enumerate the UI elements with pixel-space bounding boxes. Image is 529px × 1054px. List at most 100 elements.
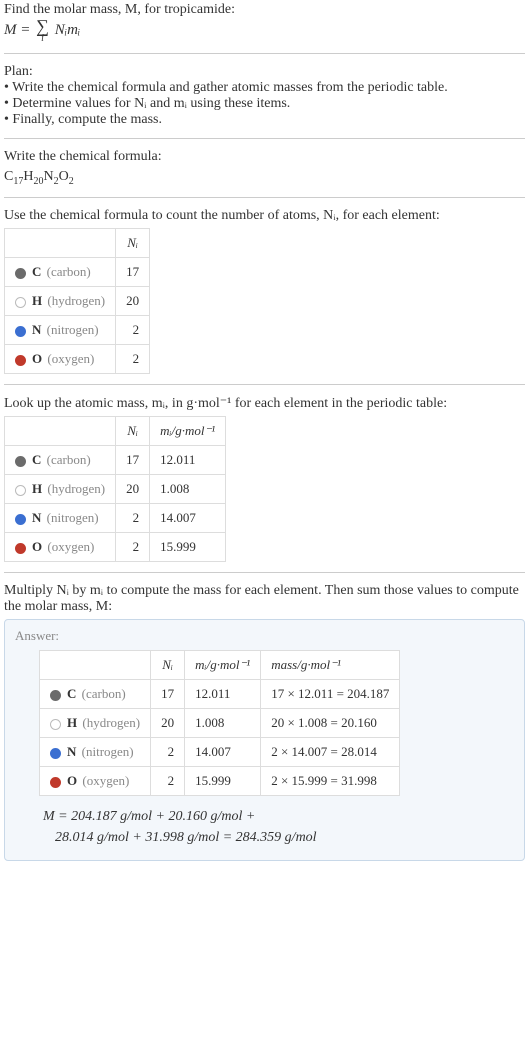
answer-label: Answer: — [15, 628, 514, 644]
cell-mass: 17 × 12.011 = 204.187 — [261, 679, 400, 708]
cell-N: 20 — [116, 474, 150, 503]
element-symbol: H — [32, 481, 45, 496]
divider — [4, 197, 525, 198]
element-symbol: C — [67, 686, 80, 701]
cell-m: 14.007 — [185, 737, 261, 766]
cell-m: 1.008 — [150, 474, 226, 503]
cell-N: 2 — [151, 766, 185, 795]
table-row: C (carbon)1712.011 — [5, 445, 226, 474]
element-dot-icon — [15, 456, 26, 467]
element-name: (carbon) — [47, 452, 91, 467]
cell-m: 1.008 — [185, 708, 261, 737]
col-m: mᵢ/g·mol⁻¹ — [150, 416, 226, 445]
element-name: (hydrogen) — [47, 481, 105, 496]
mass-table: Nᵢ mᵢ/g·mol⁻¹ C (carbon)1712.011 H (hydr… — [4, 416, 226, 562]
divider — [4, 53, 525, 54]
element-name: (carbon) — [47, 264, 91, 279]
table-row: N (nitrogen)214.0072 × 14.007 = 28.014 — [40, 737, 400, 766]
table-header-row: Nᵢ mᵢ/g·mol⁻¹ — [5, 416, 226, 445]
element-symbol: H — [32, 293, 45, 308]
cell-N: 17 — [151, 679, 185, 708]
element-dot-icon — [15, 514, 26, 525]
intro-line: Find the molar mass, M, for tropicamide: — [4, 2, 525, 18]
plan-bullet: • Determine values for Nᵢ and mᵢ using t… — [4, 96, 525, 112]
answer-table: Nᵢ mᵢ/g·mol⁻¹ mass/g·mol⁻¹ C (carbon)171… — [39, 650, 400, 796]
divider — [4, 138, 525, 139]
element-symbol: O — [32, 539, 45, 554]
molar-mass-equation: M = ∑i Nᵢmᵢ — [4, 18, 525, 43]
element-label: C (carbon) — [40, 679, 151, 708]
element-dot-icon — [50, 719, 61, 730]
element-symbol: N — [32, 322, 45, 337]
divider — [4, 384, 525, 385]
element-dot-icon — [50, 690, 61, 701]
write-formula-heading: Write the chemical formula: — [4, 149, 525, 165]
cell-m: 12.011 — [150, 445, 226, 474]
mass-lookup-heading: Look up the atomic mass, mᵢ, in g·mol⁻¹ … — [4, 395, 525, 412]
cell-m: 15.999 — [150, 532, 226, 561]
element-label: C (carbon) — [5, 257, 116, 286]
table-row: C (carbon)1712.01117 × 12.011 = 204.187 — [40, 679, 400, 708]
element-symbol: N — [67, 744, 80, 759]
element-label: N (nitrogen) — [40, 737, 151, 766]
element-label: N (nitrogen) — [5, 503, 116, 532]
plan-bullet: • Write the chemical formula and gather … — [4, 80, 525, 96]
cell-N: 2 — [116, 315, 150, 344]
plan-bullet: • Finally, compute the mass. — [4, 112, 525, 128]
element-name: (oxygen) — [47, 539, 94, 554]
element-label: O (oxygen) — [5, 344, 116, 373]
answer-box: Answer: Nᵢ mᵢ/g·mol⁻¹ mass/g·mol⁻¹ C (ca… — [4, 619, 525, 861]
element-dot-icon — [50, 777, 61, 788]
element-name: (nitrogen) — [82, 744, 134, 759]
cell-N: 17 — [116, 445, 150, 474]
divider — [4, 572, 525, 573]
element-label: H (hydrogen) — [5, 286, 116, 315]
element-dot-icon — [50, 748, 61, 759]
cell-N: 2 — [116, 344, 150, 373]
count-table: Nᵢ C (carbon)17 H (hydrogen)20 N (nitrog… — [4, 228, 150, 374]
cell-N: 2 — [151, 737, 185, 766]
element-symbol: O — [67, 773, 80, 788]
col-mass: mass/g·mol⁻¹ — [261, 650, 400, 679]
table-row: N (nitrogen)214.007 — [5, 503, 226, 532]
element-dot-icon — [15, 543, 26, 554]
element-name: (oxygen) — [82, 773, 129, 788]
element-label: C (carbon) — [5, 445, 116, 474]
sigma-icon: ∑i — [36, 18, 49, 43]
table-header-row: Nᵢ — [5, 228, 150, 257]
eq-left: M = — [4, 22, 34, 38]
col-m: mᵢ/g·mol⁻¹ — [185, 650, 261, 679]
cell-N: 20 — [116, 286, 150, 315]
cell-mass: 2 × 15.999 = 31.998 — [261, 766, 400, 795]
table-row: H (hydrogen)20 — [5, 286, 150, 315]
empty-header — [40, 650, 151, 679]
plan-heading: Plan: — [4, 64, 525, 80]
multiply-heading: Multiply Nᵢ by mᵢ to compute the mass fo… — [4, 583, 525, 615]
count-heading: Use the chemical formula to count the nu… — [4, 208, 525, 224]
element-symbol: N — [32, 510, 45, 525]
col-N: Nᵢ — [116, 416, 150, 445]
element-dot-icon — [15, 485, 26, 496]
table-row: O (oxygen)2 — [5, 344, 150, 373]
element-label: H (hydrogen) — [40, 708, 151, 737]
element-symbol: O — [32, 351, 45, 366]
table-header-row: Nᵢ mᵢ/g·mol⁻¹ mass/g·mol⁻¹ — [40, 650, 400, 679]
table-row: N (nitrogen)2 — [5, 315, 150, 344]
cell-m: 14.007 — [150, 503, 226, 532]
empty-header — [5, 416, 116, 445]
element-label: N (nitrogen) — [5, 315, 116, 344]
element-symbol: C — [32, 264, 45, 279]
table-row: H (hydrogen) 201.008 — [5, 474, 226, 503]
element-label: O (oxygen) — [40, 766, 151, 795]
molar-mass-sum: M = 204.187 g/mol + 20.160 g/mol + 28.01… — [39, 806, 514, 848]
element-dot-icon — [15, 297, 26, 308]
element-name: (carbon) — [82, 686, 126, 701]
cell-N: 17 — [116, 257, 150, 286]
cell-N: 2 — [116, 532, 150, 561]
element-symbol: C — [32, 452, 45, 467]
eq-right: Nᵢmᵢ — [51, 22, 80, 38]
element-name: (nitrogen) — [47, 322, 99, 337]
col-N: Nᵢ — [116, 228, 150, 257]
element-dot-icon — [15, 326, 26, 337]
cell-m: 15.999 — [185, 766, 261, 795]
